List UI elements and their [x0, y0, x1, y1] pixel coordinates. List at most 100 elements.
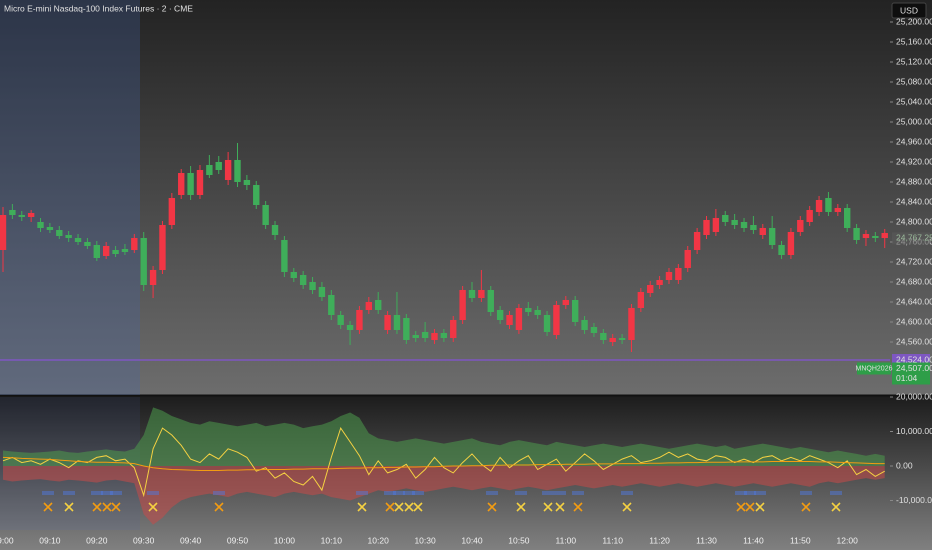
signal-tag	[744, 491, 756, 495]
candle-body	[459, 290, 466, 320]
signal-cross	[573, 502, 583, 512]
chart-title: Micro E-mini Nasdaq-100 Index Futures · …	[4, 3, 193, 13]
y-tick-label: 25,160.00	[896, 36, 932, 46]
candle-body	[384, 315, 391, 330]
candle-body	[121, 249, 129, 252]
indicator-area	[3, 466, 885, 525]
signal-cross	[801, 502, 811, 512]
signal-cross	[404, 502, 414, 512]
signal-cross	[745, 502, 755, 512]
signal-tag	[754, 491, 766, 495]
candle-body	[37, 222, 44, 228]
y-tick-label: 24,680.00	[896, 276, 932, 286]
last-price-label: 24,767.25	[896, 233, 932, 243]
candle-body	[149, 270, 157, 285]
signal-tag	[110, 491, 122, 495]
signal-tag	[554, 491, 566, 495]
candle-body	[600, 333, 607, 340]
signal-tag	[830, 491, 842, 495]
x-tick-label: 09:10	[39, 535, 61, 545]
candle-body	[768, 228, 776, 245]
x-tick-label: 09:20	[86, 535, 108, 545]
x-tick-label: 11:00	[555, 535, 576, 545]
y-tick-label: 24,600.00	[896, 316, 932, 326]
signal-tag	[542, 491, 554, 495]
signal-tag	[800, 491, 812, 495]
candle-body	[543, 315, 551, 332]
currency-button[interactable]	[891, 2, 927, 19]
x-tick-label: 09:50	[227, 535, 249, 545]
candle-body	[872, 236, 879, 238]
signal-cross	[111, 502, 121, 512]
candle-body	[450, 320, 457, 338]
candle-body	[318, 287, 326, 297]
candle-body	[65, 235, 72, 238]
signal-cross	[487, 502, 497, 512]
symbol-tag: MNQH2026	[856, 365, 893, 372]
candle-body	[290, 272, 297, 278]
candle-body	[487, 290, 494, 312]
candle-body	[468, 290, 476, 298]
last-price-box	[892, 232, 930, 245]
x-tick-label: 10:20	[368, 535, 390, 545]
candle-body	[412, 335, 419, 338]
price-level-box	[892, 362, 930, 385]
candle-body	[56, 230, 63, 236]
y-tick-label: 0.00	[896, 460, 913, 470]
candle-body	[553, 305, 560, 335]
price-level-label: 24,507.00	[896, 363, 932, 373]
signal-cross	[543, 502, 553, 512]
y-tick-label: 10,000.00	[896, 426, 932, 436]
x-tick-label: 09:30	[133, 535, 155, 545]
signal-cross	[622, 502, 632, 512]
currency-label[interactable]: USD	[900, 5, 918, 15]
signal-tag	[147, 491, 159, 495]
x-tick-label: 10:50	[508, 535, 530, 545]
candle-body	[853, 228, 860, 240]
candle-body	[328, 295, 335, 315]
candle-body	[131, 238, 138, 250]
candle-body	[196, 170, 204, 195]
symbol-tag-box	[857, 362, 891, 375]
candle-body	[834, 208, 842, 212]
signal-cross	[385, 502, 395, 512]
y-tick-label: 24,560.00	[896, 336, 932, 346]
candle-body	[656, 280, 663, 285]
candle-body	[215, 162, 222, 170]
candle-body	[478, 290, 485, 298]
signal-tag	[486, 491, 498, 495]
signal-tag	[384, 491, 396, 495]
candle-body	[496, 310, 504, 320]
x-tick-label: 10:30	[414, 535, 436, 545]
x-tick-label: 10:40	[461, 535, 483, 545]
candle-body	[9, 210, 16, 215]
y-tick-label: 24,640.00	[896, 296, 932, 306]
candle-body	[515, 308, 523, 330]
candle-body	[750, 225, 757, 230]
candle-body	[74, 238, 82, 242]
candle-body	[337, 315, 344, 325]
signal-cross	[831, 502, 841, 512]
candle-body	[271, 225, 279, 235]
candle-body	[703, 220, 710, 235]
signal-cross	[755, 502, 765, 512]
signal-tag	[42, 491, 54, 495]
y-tick-label: 25,200.00	[896, 16, 932, 26]
candle-body	[46, 227, 54, 230]
signal-tag	[412, 491, 424, 495]
candle-body	[365, 302, 373, 310]
candle-body	[0, 215, 7, 250]
indicator-line	[2, 456, 885, 471]
candle-body	[159, 225, 166, 270]
candle-body	[722, 215, 729, 222]
signal-cross	[92, 502, 102, 512]
candle-body	[778, 245, 785, 255]
candle-body	[684, 250, 691, 268]
x-tick-label: 10:10	[321, 535, 343, 545]
candle-body	[618, 338, 626, 340]
y-tick-label: 25,120.00	[896, 56, 932, 66]
candle-body	[525, 308, 532, 312]
candle-body	[93, 245, 100, 258]
candle-body	[375, 300, 382, 310]
